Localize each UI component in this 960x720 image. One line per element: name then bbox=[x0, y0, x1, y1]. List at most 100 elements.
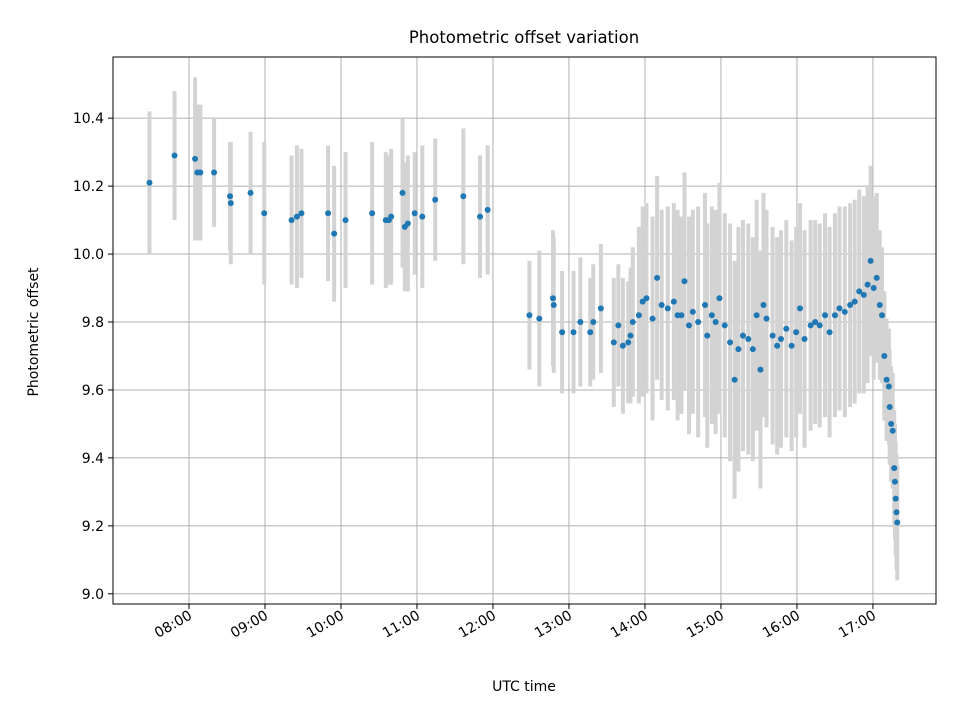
data-point bbox=[649, 315, 656, 322]
data-point bbox=[701, 302, 708, 309]
x-axis-label: UTC time bbox=[492, 679, 556, 695]
data-point bbox=[841, 308, 848, 315]
data-point bbox=[369, 210, 376, 217]
data-point bbox=[763, 315, 770, 322]
data-point bbox=[643, 295, 650, 302]
data-point bbox=[293, 213, 300, 220]
data-point bbox=[549, 295, 556, 302]
y-tick-label: 10.2 bbox=[73, 179, 104, 195]
data-point bbox=[893, 509, 900, 516]
plot-frame bbox=[112, 56, 937, 605]
data-point bbox=[526, 312, 533, 319]
data-point bbox=[889, 427, 896, 434]
data-point bbox=[664, 305, 671, 312]
y-tick-label: 10.4 bbox=[73, 111, 104, 127]
data-point bbox=[388, 213, 395, 220]
data-point bbox=[590, 319, 597, 326]
data-point bbox=[873, 274, 880, 281]
data-point bbox=[678, 312, 685, 319]
data-point bbox=[864, 281, 871, 288]
data-point bbox=[298, 210, 305, 217]
data-point bbox=[891, 478, 898, 485]
data-point bbox=[325, 210, 332, 217]
data-point bbox=[610, 339, 617, 346]
data-point bbox=[288, 217, 295, 224]
data-point bbox=[695, 319, 702, 326]
y-tick-label: 9.8 bbox=[82, 315, 104, 331]
data-point bbox=[721, 322, 728, 329]
data-point bbox=[735, 346, 742, 353]
data-point bbox=[261, 210, 268, 217]
y-tick-label: 9.6 bbox=[82, 383, 104, 399]
chart-title: Photometric offset variation bbox=[409, 28, 639, 47]
data-point bbox=[587, 329, 594, 336]
data-point bbox=[831, 312, 838, 319]
data-point bbox=[885, 383, 892, 390]
data-point bbox=[460, 193, 467, 200]
data-point bbox=[727, 339, 734, 346]
data-point bbox=[627, 332, 634, 339]
data-point bbox=[577, 319, 584, 326]
data-point bbox=[783, 325, 790, 332]
data-point bbox=[836, 305, 843, 312]
data-point bbox=[807, 322, 814, 329]
data-point bbox=[793, 329, 800, 336]
data-point bbox=[570, 329, 577, 336]
data-point bbox=[197, 169, 204, 176]
data-point bbox=[826, 329, 833, 336]
data-point bbox=[888, 420, 895, 427]
data-point bbox=[881, 352, 888, 359]
y-tick-label: 9.0 bbox=[82, 587, 104, 603]
data-point bbox=[894, 519, 901, 526]
data-point bbox=[769, 332, 776, 339]
data-point bbox=[753, 312, 760, 319]
data-point bbox=[419, 213, 426, 220]
data-point bbox=[625, 339, 632, 346]
data-point bbox=[708, 312, 715, 319]
data-point bbox=[477, 213, 484, 220]
data-point bbox=[801, 335, 808, 342]
data-point bbox=[484, 206, 491, 213]
data-point bbox=[816, 322, 823, 329]
data-point bbox=[870, 285, 877, 292]
data-point bbox=[704, 332, 711, 339]
data-point bbox=[812, 319, 819, 326]
data-point bbox=[777, 335, 784, 342]
data-point bbox=[689, 308, 696, 315]
data-point bbox=[788, 342, 795, 349]
data-point bbox=[716, 295, 723, 302]
data-point bbox=[658, 302, 665, 309]
data-point bbox=[247, 189, 254, 196]
data-point bbox=[886, 403, 893, 410]
data-point bbox=[432, 196, 439, 203]
data-point bbox=[749, 346, 756, 353]
data-point bbox=[597, 305, 604, 312]
point-layer bbox=[146, 152, 901, 526]
data-point bbox=[760, 302, 767, 309]
data-point bbox=[171, 152, 178, 159]
data-point bbox=[851, 298, 858, 305]
data-point bbox=[856, 288, 863, 295]
data-point bbox=[847, 302, 854, 309]
data-point bbox=[883, 376, 890, 383]
data-point bbox=[891, 465, 898, 472]
data-point bbox=[774, 342, 781, 349]
data-point bbox=[211, 169, 218, 176]
data-point bbox=[686, 322, 693, 329]
data-point bbox=[879, 312, 886, 319]
data-point bbox=[192, 155, 199, 162]
data-point bbox=[227, 200, 234, 207]
y-tick-label: 9.2 bbox=[82, 519, 104, 535]
data-point bbox=[796, 305, 803, 312]
data-point bbox=[731, 376, 738, 383]
data-point bbox=[739, 332, 746, 339]
data-point bbox=[876, 302, 883, 309]
data-point bbox=[712, 319, 719, 326]
data-point bbox=[745, 335, 752, 342]
data-point bbox=[654, 274, 661, 281]
data-point bbox=[867, 257, 874, 264]
y-axis-label: Photometric offset bbox=[26, 267, 42, 397]
data-point bbox=[681, 278, 688, 285]
data-point bbox=[615, 322, 622, 329]
